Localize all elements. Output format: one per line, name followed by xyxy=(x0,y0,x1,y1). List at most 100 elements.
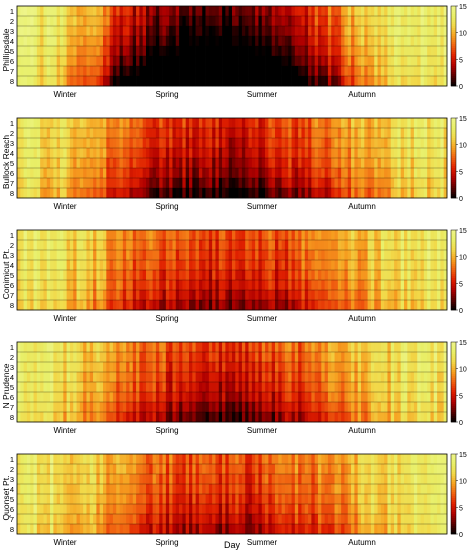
heatmap-cell xyxy=(218,36,223,47)
heatmap-cell xyxy=(93,290,97,301)
heatmap-cell xyxy=(152,250,157,261)
heatmap-cell xyxy=(208,188,213,199)
heatmap-cell xyxy=(162,524,167,535)
heatmap-cell xyxy=(79,280,84,291)
heatmap-cell xyxy=(149,362,153,373)
heatmap-cell xyxy=(394,300,398,311)
heatmap-cell xyxy=(192,250,196,261)
heatmap-cell xyxy=(278,168,282,179)
heatmap-cell xyxy=(288,188,292,199)
heatmap-cell xyxy=(76,138,81,149)
heatmap-cell xyxy=(83,494,87,505)
heatmap-cell xyxy=(50,392,54,403)
heatmap-cell xyxy=(17,392,21,403)
heatmap-cell xyxy=(17,362,21,373)
heatmap-cell xyxy=(433,230,438,241)
heatmap-cell xyxy=(311,46,316,57)
heatmap-cell xyxy=(331,230,335,241)
heatmap-cell xyxy=(189,494,193,505)
colorbar-segment xyxy=(451,150,456,153)
row-tick-label: 4 xyxy=(10,37,14,46)
heatmap-cell xyxy=(195,504,200,515)
heatmap-cell xyxy=(208,36,213,47)
heatmap-cell xyxy=(334,412,339,423)
heatmap-cell xyxy=(238,260,243,271)
heatmap-cell xyxy=(324,16,329,27)
heatmap-cell xyxy=(185,26,190,37)
heatmap-cell xyxy=(380,342,385,353)
heatmap-cell xyxy=(106,372,110,383)
heatmap-cell xyxy=(218,178,223,189)
heatmap-cell xyxy=(238,382,243,393)
heatmap-cell xyxy=(106,362,110,373)
heatmap-cell xyxy=(142,382,147,393)
heatmap-cell xyxy=(155,474,160,485)
colorbar-tick-label: 5 xyxy=(459,169,463,176)
heatmap-cell xyxy=(17,402,21,413)
heatmap-cell xyxy=(53,372,58,383)
colorbar-segment xyxy=(451,276,456,279)
heatmap-cell xyxy=(364,118,368,129)
heatmap-cell xyxy=(337,290,342,301)
heatmap-cell xyxy=(245,250,249,261)
heatmap-cell xyxy=(351,290,355,301)
heatmap-cell xyxy=(205,392,210,403)
heatmap-cell xyxy=(79,270,84,281)
heatmap-cell xyxy=(255,352,259,363)
heatmap-cell xyxy=(255,270,259,281)
heatmap-cell xyxy=(106,382,110,393)
heatmap-cell xyxy=(222,148,226,159)
heatmap-cell xyxy=(192,494,196,505)
heatmap-cell xyxy=(76,290,81,301)
heatmap-cell xyxy=(347,270,352,281)
heatmap-cell xyxy=(60,230,64,241)
heatmap-cell xyxy=(89,454,94,465)
heatmap-cell xyxy=(195,514,200,525)
heatmap-cell xyxy=(116,270,120,281)
heatmap-cell xyxy=(152,46,157,57)
heatmap-cell xyxy=(155,504,160,515)
heatmap-cell xyxy=(96,342,101,353)
heatmap-cell xyxy=(268,290,273,301)
heatmap-cell xyxy=(192,66,196,77)
heatmap-cell xyxy=(112,412,117,423)
heatmap-cell xyxy=(301,148,306,159)
heatmap-cell xyxy=(172,66,177,77)
heatmap-cell xyxy=(159,178,163,189)
heatmap-cell xyxy=(159,290,163,301)
heatmap-cell xyxy=(142,464,147,475)
heatmap-cell xyxy=(212,342,216,353)
heatmap-cell xyxy=(208,26,213,37)
heatmap-cell xyxy=(60,372,64,383)
heatmap-cell xyxy=(225,138,230,149)
heatmap-cell xyxy=(112,290,117,301)
heatmap-cell xyxy=(334,148,339,159)
colorbar-tick-label: 15 xyxy=(459,116,467,123)
heatmap-cell xyxy=(119,46,124,57)
heatmap-cell xyxy=(423,250,428,261)
heatmap-cell xyxy=(245,76,249,87)
heatmap-cell xyxy=(304,290,309,301)
heatmap-cell xyxy=(56,464,61,475)
heatmap-cell xyxy=(251,392,256,403)
heatmap-cell xyxy=(149,260,153,271)
heatmap-cell xyxy=(331,240,335,251)
heatmap-cell xyxy=(17,290,21,301)
heatmap-cell xyxy=(397,76,402,87)
heatmap-cell xyxy=(400,178,405,189)
heatmap-cell xyxy=(129,474,134,485)
heatmap-cell xyxy=(404,148,408,159)
heatmap-cell xyxy=(248,56,253,67)
heatmap-cell xyxy=(321,118,325,129)
heatmap-cell xyxy=(364,342,368,353)
heatmap-cell xyxy=(374,56,378,67)
heatmap-cell xyxy=(185,128,190,139)
heatmap-cell xyxy=(30,118,34,129)
heatmap-cell xyxy=(89,514,94,525)
heatmap-cell xyxy=(440,46,445,57)
heatmap-cell xyxy=(437,128,441,139)
heatmap-cell xyxy=(83,342,87,353)
heatmap-cell xyxy=(179,250,183,261)
heatmap-cell xyxy=(185,158,190,169)
heatmap-cell xyxy=(83,474,87,485)
